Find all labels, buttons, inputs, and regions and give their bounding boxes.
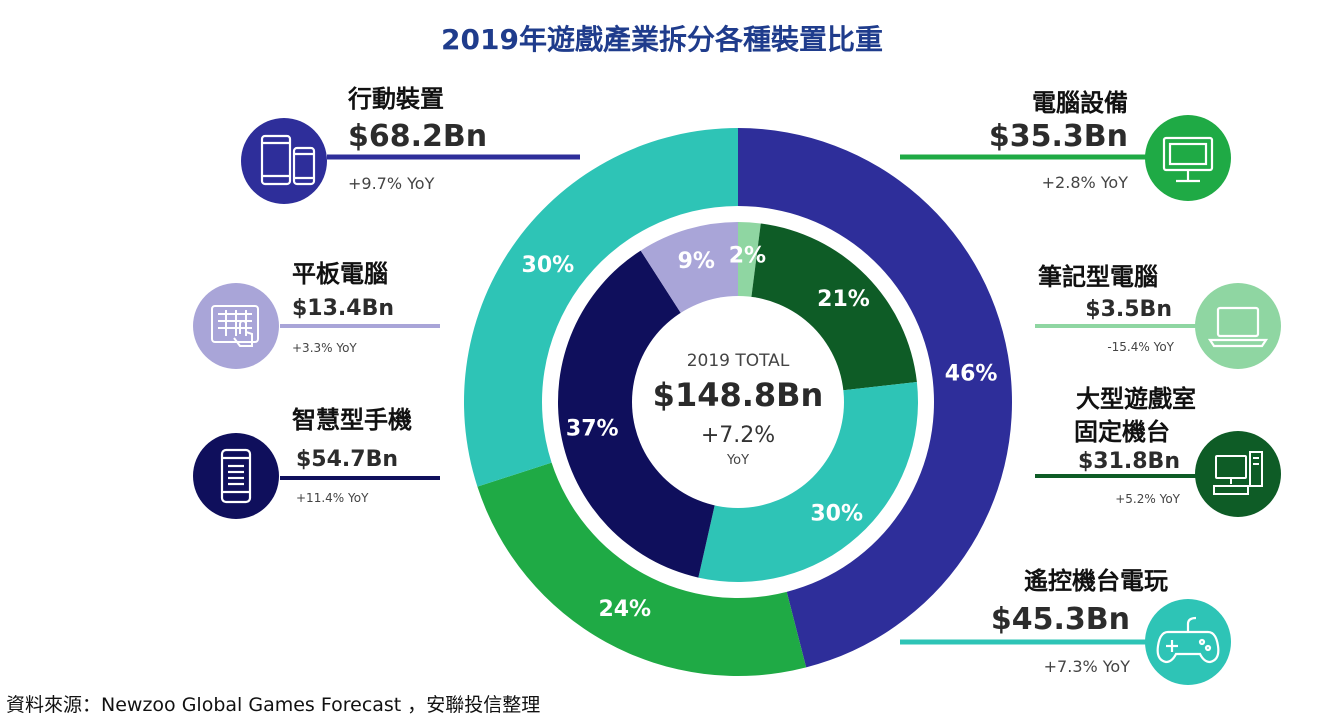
- callout-name-line2: 固定機台: [1074, 418, 1170, 446]
- smartphone-icon-glyph: [220, 448, 252, 504]
- connector-lines: [280, 154, 1196, 645]
- callout-yoy: +5.2% YoY: [1115, 492, 1180, 506]
- callout-laptop: 筆記型電腦 $3.5Bn -15.4% YoY: [1038, 263, 1281, 369]
- callout-name: 遙控機台電玩: [1024, 567, 1168, 595]
- callout-mobile: 行動裝置 $68.2Bn +9.7% YoY: [241, 85, 487, 204]
- laptop-icon: [1195, 283, 1281, 369]
- callout-yoy: -15.4% YoY: [1107, 340, 1174, 354]
- callout-name: 筆記型電腦: [1038, 263, 1158, 291]
- callout-console: 遙控機台電玩 $45.3Bn +7.3% YoY: [991, 567, 1231, 685]
- callout-value: $3.5Bn: [1085, 297, 1172, 322]
- mobile-devices-icon-glyph: [260, 134, 316, 186]
- callout-value: $45.3Bn: [991, 602, 1130, 637]
- callout-value: $35.3Bn: [989, 119, 1128, 154]
- inner-ring-slice-2: [698, 382, 918, 582]
- center-total-value: $148.8Bn: [653, 376, 824, 414]
- callout-yoy: +11.4% YoY: [296, 491, 369, 505]
- desktop-pc-icon-glyph: [1213, 451, 1263, 495]
- callout-value: $13.4Bn: [292, 296, 394, 321]
- smartphone-icon: [193, 433, 279, 519]
- callout-yoy: +3.3% YoY: [292, 341, 357, 355]
- percent-labels: 46% 24% 30% 2% 21% 30% 37% 9%: [522, 243, 998, 622]
- callout-arcade: 大型遊戲室 固定機台 $31.8Bn +5.2% YoY: [1074, 385, 1281, 517]
- inner-ring-label-4: 9%: [678, 249, 715, 274]
- center-yoy: YoY: [726, 453, 749, 468]
- monitor-icon: [1145, 115, 1231, 201]
- outer-ring-label-2: 30%: [522, 253, 575, 278]
- callout-pc: 電腦設備 $35.3Bn +2.8% YoY: [989, 89, 1231, 201]
- inner-ring-slice-3: [558, 250, 716, 578]
- inner-ring-slice-1: [751, 223, 917, 391]
- center-total-label: 2019 TOTAL: [687, 351, 790, 371]
- outer-ring-slice-0: [738, 128, 1013, 668]
- laptop-icon-glyph: [1207, 306, 1269, 348]
- center-growth: +7.2%: [701, 423, 775, 448]
- callout-value: $54.7Bn: [296, 447, 398, 472]
- callout-tablet: 平板電腦 $13.4Bn +3.3% YoY: [193, 260, 394, 369]
- callout-smartphone: 智慧型手機 $54.7Bn +11.4% YoY: [193, 406, 412, 519]
- chart-title: 2019年遊戲產業拆分各種裝置比重: [441, 23, 883, 56]
- callout-name: 行動裝置: [347, 85, 444, 113]
- outer-ring-slice-1: [477, 462, 807, 676]
- inner-ring-label-2: 30%: [810, 501, 863, 526]
- callout-yoy: +2.8% YoY: [1042, 173, 1129, 192]
- gamepad-icon: [1145, 599, 1231, 685]
- callout-yoy: +9.7% YoY: [348, 174, 435, 193]
- inner-ring-label-1: 21%: [817, 287, 870, 312]
- callout-name: 智慧型手機: [292, 406, 412, 434]
- inner-ring-slice-4: [640, 222, 738, 315]
- center-hole: [632, 296, 844, 508]
- callout-value: $68.2Bn: [348, 119, 487, 154]
- outer-ring-slice-2: [463, 128, 738, 487]
- inner-ring-label-0: 2%: [729, 243, 766, 268]
- outer-ring-label-0: 46%: [945, 362, 998, 387]
- outer-ring: [463, 128, 1013, 676]
- monitor-icon-glyph: [1162, 136, 1214, 183]
- source-note: 資料來源：Newzoo Global Games Forecast ，安聯投信整…: [6, 694, 541, 716]
- inner-ring-slice-0: [738, 222, 761, 299]
- callout-name: 平板電腦: [292, 260, 388, 288]
- callout-yoy: +7.3% YoY: [1044, 657, 1131, 676]
- gamepad-icon-glyph: [1156, 616, 1220, 664]
- tablet-icon-glyph: [211, 305, 259, 347]
- callout-name: 電腦設備: [1032, 89, 1128, 117]
- inner-ring-label-3: 37%: [566, 417, 619, 442]
- callout-value: $31.8Bn: [1078, 449, 1180, 474]
- outer-ring-label-1: 24%: [598, 597, 651, 622]
- desktop-pc-icon: [1195, 431, 1281, 517]
- callout-name-line1: 大型遊戲室: [1076, 385, 1196, 413]
